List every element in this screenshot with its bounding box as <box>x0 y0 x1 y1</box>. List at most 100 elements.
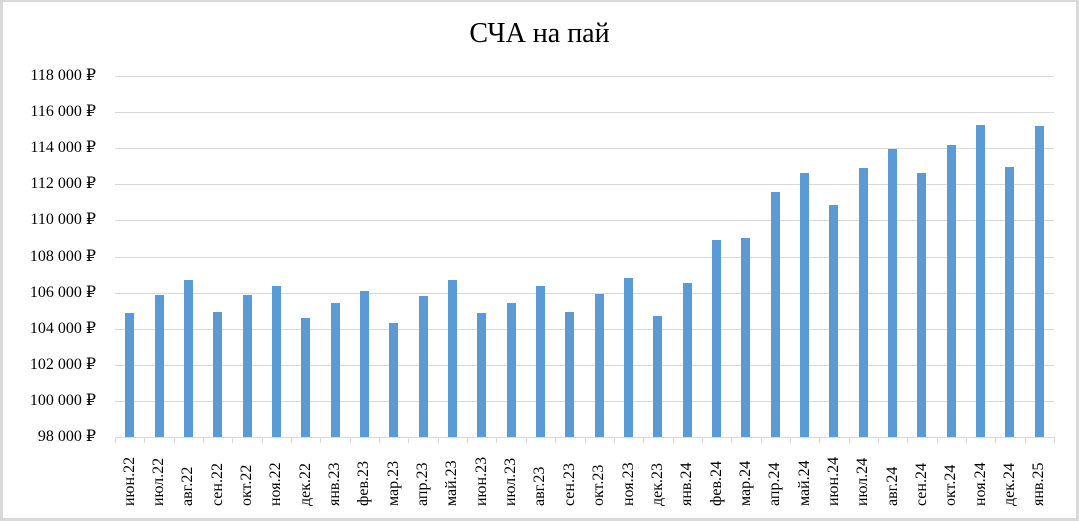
x-tick-label-text: май.23 <box>443 460 460 506</box>
x-tick-label: ноя.23 <box>619 446 639 506</box>
x-tick-label-text: мар.24 <box>737 460 754 506</box>
x-tick-label: сен.24 <box>912 446 932 506</box>
x-tick-label-text: дек.22 <box>297 462 314 506</box>
x-tick-mark <box>555 437 556 443</box>
x-tick-label: окт.24 <box>941 446 961 506</box>
x-tick-label: янв.24 <box>677 446 697 506</box>
x-tick-label-text: янв.24 <box>678 462 695 506</box>
x-tick-label-text: июн.23 <box>473 456 490 506</box>
bar <box>360 291 369 437</box>
y-tick-label: 110 000 ₽ <box>30 211 96 229</box>
x-tick-label-text: июл.23 <box>502 457 519 506</box>
gridline <box>115 220 1054 222</box>
x-tick-mark <box>878 437 879 443</box>
gridline <box>115 292 1054 294</box>
gridline <box>115 328 1054 330</box>
x-tick-label: апр.23 <box>413 446 433 506</box>
x-tick-label: сен.22 <box>208 446 228 506</box>
x-tick-mark <box>761 437 762 443</box>
x-tick-label-text: фев.24 <box>708 460 725 506</box>
bar <box>536 286 545 437</box>
bar <box>507 303 516 437</box>
y-tick-label: 100 000 ₽ <box>29 391 96 409</box>
bar <box>155 295 164 437</box>
x-tick-mark <box>614 437 615 443</box>
bar <box>683 283 692 437</box>
bar <box>1005 167 1014 437</box>
x-tick-label-text: июн.24 <box>825 456 842 506</box>
x-tick-label-text: июн.22 <box>121 456 138 506</box>
x-tick-mark <box>262 437 263 443</box>
bar <box>653 316 662 437</box>
x-tick-label: янв.23 <box>325 446 345 506</box>
x-tick-label-text: мар.23 <box>385 460 402 506</box>
x-tick-label: ноя.24 <box>971 446 991 506</box>
x-tick-label-text: май.24 <box>796 460 813 506</box>
x-tick-label: авг.22 <box>178 446 198 506</box>
x-tick-label: окт.22 <box>237 446 257 506</box>
x-tick-label-text: фев.23 <box>355 460 372 506</box>
x-tick-label: ноя.22 <box>266 446 286 506</box>
x-tick-label-text: апр.24 <box>766 462 783 506</box>
x-tick-label: авг.23 <box>530 446 550 506</box>
gridline <box>115 112 1054 114</box>
x-tick-label-text: ноя.22 <box>267 462 284 506</box>
bar <box>1035 126 1044 437</box>
x-tick-label: дек.24 <box>1000 446 1020 506</box>
bar <box>741 238 750 437</box>
y-tick-label: 106 000 ₽ <box>29 283 96 301</box>
x-tick-mark <box>203 437 204 443</box>
x-tick-mark <box>849 437 850 443</box>
x-tick-mark <box>115 437 116 443</box>
x-tick-label-text: авг.24 <box>884 466 901 506</box>
bar <box>771 192 780 437</box>
x-tick-mark <box>1054 437 1055 443</box>
x-tick-mark <box>320 437 321 443</box>
x-tick-label-text: окт.22 <box>238 464 255 506</box>
x-tick-label-text: апр.23 <box>414 462 431 506</box>
x-tick-label-text: окт.24 <box>942 464 959 506</box>
x-tick-label: фев.24 <box>707 446 727 506</box>
x-tick-mark <box>731 437 732 443</box>
bar <box>565 312 574 437</box>
x-tick-label: янв.25 <box>1029 446 1049 506</box>
x-axis-line <box>115 437 1054 438</box>
x-tick-mark <box>819 437 820 443</box>
x-tick-mark <box>408 437 409 443</box>
x-tick-mark <box>585 437 586 443</box>
bar <box>301 318 310 437</box>
x-tick-label: май.23 <box>442 446 462 506</box>
bar <box>829 205 838 437</box>
x-tick-label-text: янв.25 <box>1030 462 1047 506</box>
chart-title: СЧА на пай <box>469 18 610 49</box>
gridline <box>115 76 1054 77</box>
bar <box>888 149 897 437</box>
gridline <box>115 364 1054 366</box>
x-tick-mark <box>702 437 703 443</box>
x-tick-label: окт.23 <box>589 446 609 506</box>
x-tick-mark <box>467 437 468 443</box>
x-tick-label-text: сен.22 <box>209 463 226 506</box>
x-tick-label: сен.23 <box>560 446 580 506</box>
x-tick-mark <box>673 437 674 443</box>
bar <box>859 168 868 437</box>
y-tick-label: 102 000 ₽ <box>29 355 96 373</box>
y-tick-label: 98 000 ₽ <box>37 428 96 445</box>
x-tick-label: май.24 <box>795 446 815 506</box>
x-tick-label-text: дек.23 <box>649 462 666 506</box>
x-tick-label: июл.24 <box>853 446 873 506</box>
x-tick-label-text: авг.23 <box>531 466 548 506</box>
bar <box>976 125 985 437</box>
bar <box>419 296 428 437</box>
x-tick-mark <box>937 437 938 443</box>
bar <box>800 173 809 437</box>
bar <box>917 173 926 437</box>
bar <box>184 280 193 437</box>
x-tick-label: дек.23 <box>648 446 668 506</box>
bar <box>448 280 457 437</box>
y-tick-label: 116 000 ₽ <box>30 103 96 121</box>
x-tick-label-text: ноя.24 <box>972 462 989 506</box>
bar <box>213 312 222 437</box>
bar <box>624 278 633 437</box>
x-tick-label: авг.24 <box>883 446 903 506</box>
